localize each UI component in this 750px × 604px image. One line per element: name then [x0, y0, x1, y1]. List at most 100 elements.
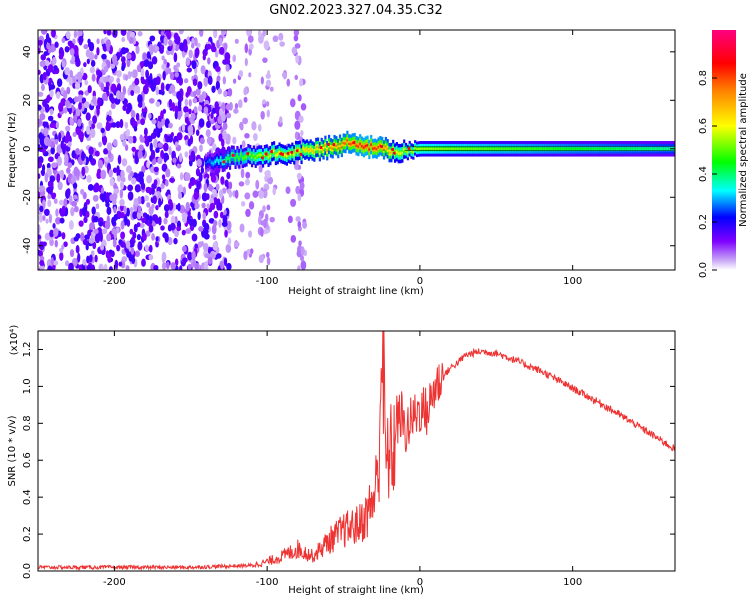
noise-speck [41, 170, 45, 177]
noise-speck [227, 87, 233, 97]
noise-speck [290, 198, 297, 207]
noise-speck [106, 30, 112, 36]
noise-speck [184, 98, 189, 107]
ridge-cell [553, 147, 556, 150]
ridge-cell [236, 154, 239, 157]
ridge-cell [595, 147, 598, 150]
noise-speck [80, 151, 86, 162]
noise-speck [113, 188, 120, 194]
noise-speck [120, 241, 126, 248]
ridge-cell [476, 147, 479, 150]
ridge-cell [349, 142, 353, 146]
noise-speck [94, 182, 100, 193]
noise-speck [87, 184, 94, 191]
noise-speck [123, 205, 127, 215]
noise-speck [59, 217, 65, 224]
noise-speck [131, 146, 137, 152]
ridge-cell [648, 147, 651, 150]
noise-speck [204, 253, 210, 259]
noise-speck [207, 57, 211, 65]
noise-speck [272, 187, 277, 196]
noise-speck [110, 83, 117, 93]
noise-speck [38, 161, 43, 169]
ridge-cell [382, 148, 386, 152]
noise-speck [132, 211, 138, 220]
noise-speck [120, 170, 125, 179]
ridge-cell [628, 147, 631, 150]
noise-speck [241, 140, 246, 148]
noise-speck [221, 221, 228, 227]
noise-speck [111, 228, 118, 235]
noise-speck [110, 97, 116, 104]
noise-speck [132, 135, 137, 144]
noise-speck [190, 112, 196, 121]
noise-speck [223, 42, 228, 51]
y-tick-label: 0.2 [22, 526, 33, 542]
noise-speck [80, 188, 85, 195]
noise-speck [148, 244, 153, 253]
noise-speck [148, 224, 154, 233]
noise-speck [247, 35, 254, 43]
noise-speck [57, 181, 63, 191]
noise-speck [161, 251, 167, 262]
noise-speck [242, 117, 249, 125]
noise-speck [89, 128, 96, 139]
noise-speck [290, 234, 297, 243]
noise-speck [85, 112, 91, 121]
noise-speck [97, 97, 102, 108]
noise-speck [101, 228, 108, 235]
ridge-cell [305, 147, 309, 151]
noise-speck [233, 241, 240, 248]
ridge-cell [322, 148, 325, 152]
noise-speck [146, 202, 151, 208]
ridge-cell [395, 150, 398, 153]
ridge-cell [623, 147, 626, 150]
noise-speck [144, 195, 150, 202]
noise-speck [257, 124, 262, 132]
spectrogram-ridge [205, 130, 675, 174]
noise-speck [202, 242, 209, 252]
noise-speck [179, 172, 184, 181]
ridge-cell [492, 147, 496, 150]
noise-speck [86, 125, 91, 135]
noise-speck [178, 76, 184, 86]
noise-speck [155, 101, 161, 107]
ridge-cell [478, 147, 481, 150]
ridge-cell [569, 147, 573, 150]
noise-speck [184, 116, 189, 124]
noise-speck [226, 262, 232, 270]
noise-speck [70, 176, 75, 185]
ridge-cell [615, 147, 618, 150]
ridge-cell [267, 156, 270, 159]
noise-speck [191, 60, 197, 70]
ridge-cell [459, 147, 463, 150]
x-tick-label: 0 [417, 276, 423, 287]
noise-speck [140, 118, 146, 126]
noise-speck [212, 234, 217, 241]
noise-speck [134, 154, 139, 165]
noise-speck [200, 166, 205, 174]
ridge-cell [371, 147, 375, 150]
noise-speck [177, 111, 182, 121]
noise-speck [99, 232, 103, 242]
noise-speck [106, 142, 113, 152]
noise-speck [208, 218, 215, 224]
noise-speck [55, 208, 59, 217]
ridge-cell [500, 147, 503, 150]
ridge-cell [608, 147, 611, 150]
noise-speck [164, 233, 169, 243]
noise-speck [163, 35, 168, 46]
noise-speck [289, 98, 296, 108]
noise-speck [83, 62, 87, 68]
noise-speck [88, 146, 94, 155]
noise-speck [203, 182, 208, 193]
noise-speck [51, 162, 58, 169]
noise-speck [219, 211, 224, 219]
ridge-cell [430, 147, 433, 150]
ridge-cell [494, 147, 497, 150]
spectrogram-x-ticks: -200 -100 0 100 [103, 30, 582, 287]
noise-speck [218, 46, 225, 55]
ridge-cell [368, 148, 371, 151]
noise-speck [137, 31, 143, 37]
noise-speck [160, 182, 165, 190]
